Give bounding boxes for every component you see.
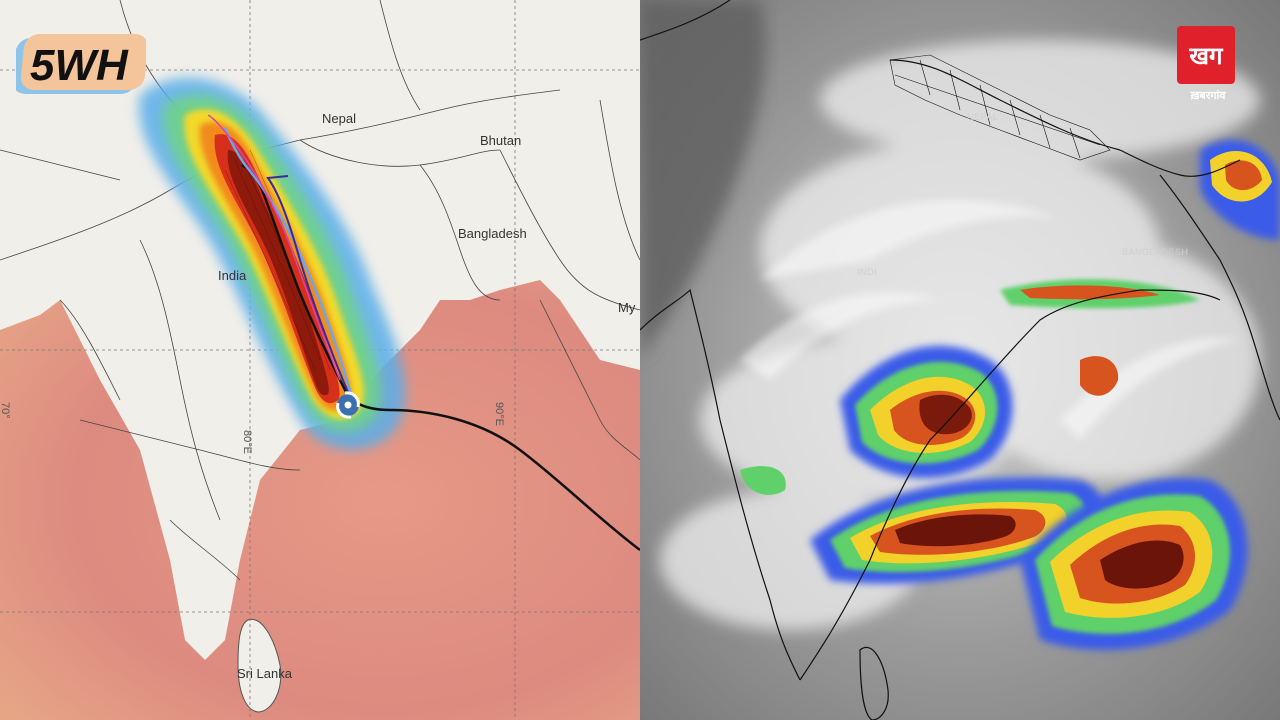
coord-90e: 90°E xyxy=(493,402,505,426)
cyclone-icon xyxy=(336,391,360,419)
convection-bands xyxy=(740,140,1280,650)
left-track-map: Nepal Bhutan Bangladesh India Sri Lanka … xyxy=(0,0,640,720)
label-india: India xyxy=(218,268,247,283)
logo-khabargaon-glyphs: खग xyxy=(1188,42,1224,70)
label-bangladesh: Bangladesh xyxy=(458,226,527,241)
label-myanmar-partial: My xyxy=(618,300,636,315)
forecast-track-purple xyxy=(266,175,349,393)
label-bhutan: Bhutan xyxy=(480,133,521,148)
sat-label-nepal: NEPAL xyxy=(967,112,998,122)
ocean-area xyxy=(0,280,640,720)
satellite-svg: NEPAL INDI BANGLADESH xyxy=(640,0,1280,720)
sat-label-india: INDI xyxy=(857,267,877,277)
sat-label-bangladesh: BANGLADESH xyxy=(1122,247,1189,257)
forecast-track-blue xyxy=(223,127,354,399)
logo-khabargaon: खग ख़बरगांव xyxy=(1177,26,1239,106)
logo-khabargaon-caption: ख़बरगांव xyxy=(1190,89,1226,102)
sri-lanka-shape xyxy=(237,618,282,713)
label-nepal: Nepal xyxy=(322,111,356,126)
label-sri-lanka: Sri Lanka xyxy=(237,666,293,681)
coord-70-partial: 70° xyxy=(0,402,11,419)
logo-khabargaon-mark: खग xyxy=(1177,26,1235,84)
logo-5wh: 5WH xyxy=(16,28,146,100)
track-map-svg: Nepal Bhutan Bangladesh India Sri Lanka … xyxy=(0,0,640,720)
right-satellite-image: NEPAL INDI BANGLADESH xyxy=(640,0,1280,720)
logo-5wh-text: 5WH xyxy=(30,41,129,90)
forecast-track-pink xyxy=(207,114,341,381)
coord-80e: 80°E xyxy=(241,430,253,454)
observed-track xyxy=(349,398,640,551)
